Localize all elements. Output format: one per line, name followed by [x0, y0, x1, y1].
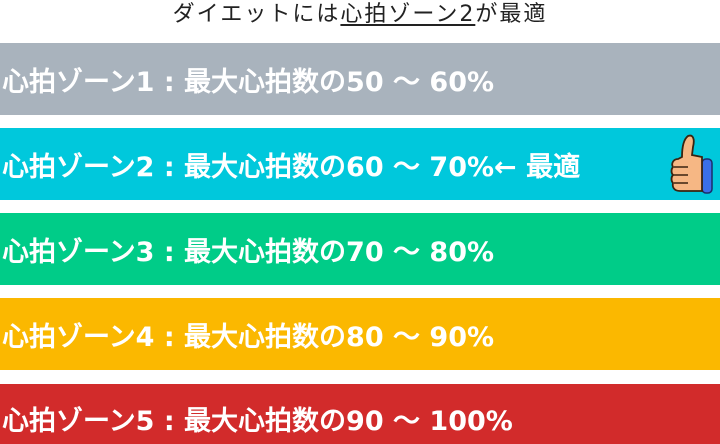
zone-4-bar: 心拍ゾーン4 : 最大心拍数の80 〜 90% — [0, 298, 720, 370]
zone-1-label: 心拍ゾーン1 : 最大心拍数の50 〜 60% — [2, 66, 495, 98]
zone-3-bar: 心拍ゾーン3 : 最大心拍数の70 〜 80% — [0, 213, 720, 285]
zone-4-label: 心拍ゾーン4 : 最大心拍数の80 〜 90% — [2, 321, 495, 353]
zone-2-bar: 心拍ゾーン2 : 最大心拍数の60 〜 70% ← 最適 — [0, 128, 720, 200]
zone-3-label: 心拍ゾーン3 : 最大心拍数の70 〜 80% — [2, 236, 495, 268]
zone-5-bar: 心拍ゾーン5 : 最大心拍数の90 〜 100% — [0, 384, 720, 444]
zone-5-label: 心拍ゾーン5 : 最大心拍数の90 〜 100% — [2, 405, 513, 437]
zone-2-note: ← 最適 — [494, 151, 581, 183]
page-title: ダイエットには心拍ゾーン2が最適 — [0, 0, 720, 30]
zone-1-bar: 心拍ゾーン1 : 最大心拍数の50 〜 60% — [0, 43, 720, 115]
zone-2-label: 心拍ゾーン2 : 最大心拍数の60 〜 70% — [2, 151, 495, 183]
title-highlight: 心拍ゾーン2 — [340, 2, 476, 27]
thumbs-up-icon — [670, 134, 713, 194]
title-suffix: が最適 — [475, 2, 548, 27]
title-prefix: ダイエットには — [172, 2, 341, 27]
